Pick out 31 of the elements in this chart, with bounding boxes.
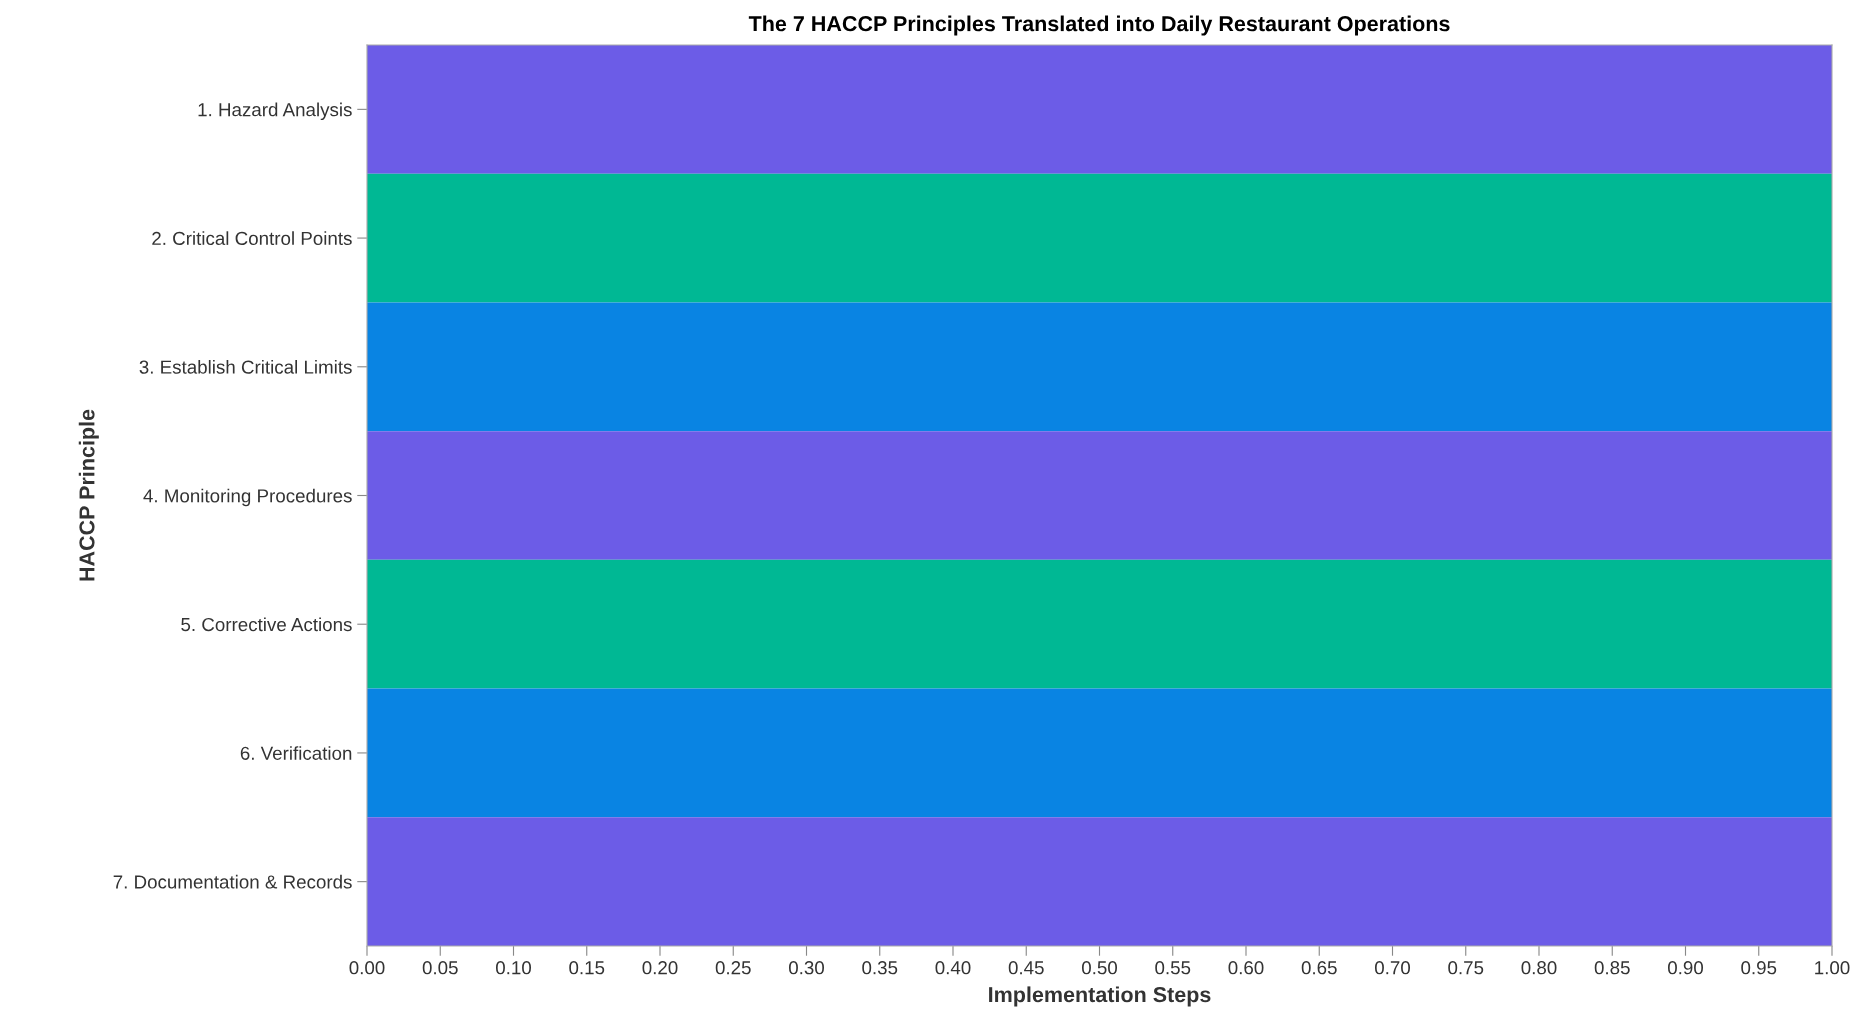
y-tick-label: 5. Corrective Actions	[181, 617, 352, 632]
x-tick-label: 0.20	[642, 961, 678, 975]
x-tick-label: 0.45	[1008, 961, 1044, 975]
y-tick-label: 7. Documentation & Records	[113, 874, 352, 889]
x-tick-label: 0.50	[1081, 961, 1118, 975]
y-tick-label: 4. Monitoring Procedures	[143, 488, 352, 507]
y-tick-label: 6. Verification	[240, 746, 352, 760]
y-tick-label: 2. Critical Control Points	[152, 231, 352, 246]
x-tick-label: 0.75	[1448, 961, 1484, 975]
x-tick-label: 0.10	[495, 961, 532, 975]
x-tick-label: 0.70	[1374, 961, 1411, 975]
x-tick-label: 0.65	[1301, 961, 1337, 975]
y-axis-title: HACCP Principle	[78, 409, 99, 581]
chart-title: The 7 HACCP Principles Translated into Daily Restaurant Operations	[748, 15, 1450, 36]
x-tick-label: 0.55	[1155, 961, 1191, 975]
y-tick-label: 1. Hazard Analysis	[198, 102, 352, 121]
y-tick-label: 3. Establish Critical Limits	[139, 359, 352, 374]
x-tick-label: 0.60	[1228, 961, 1264, 975]
x-tick-label: 0.40	[935, 961, 971, 975]
x-tick-label: 0.15	[569, 961, 605, 975]
x-tick-label: 0.30	[788, 961, 825, 975]
x-tick-label: 0.00	[349, 961, 385, 975]
x-tick-label: 0.05	[422, 961, 458, 975]
x-tick-label: 0.35	[862, 961, 898, 975]
x-tick-label: 0.90	[1667, 961, 1704, 975]
x-tick-label: 0.80	[1521, 961, 1557, 975]
x-tick-label: 0.85	[1594, 961, 1630, 975]
x-tick-label: 0.25	[715, 961, 751, 975]
x-tick-label: 0.95	[1741, 961, 1777, 975]
x-tick-label: 1.00	[1815, 961, 1850, 975]
x-axis-title: Implementation Steps	[989, 986, 1211, 1007]
